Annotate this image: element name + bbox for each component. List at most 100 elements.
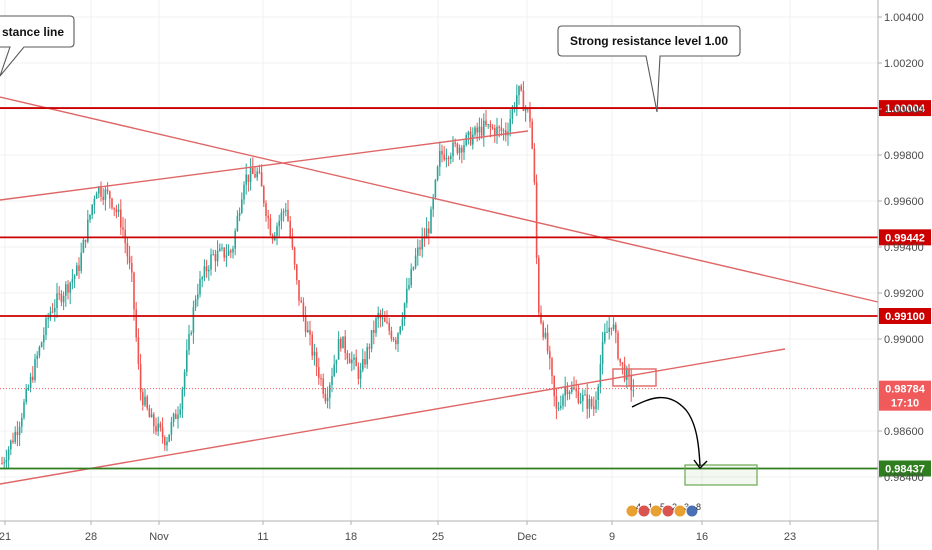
candle-body [311, 334, 313, 356]
candle-body [161, 427, 164, 438]
candle-body [472, 134, 474, 145]
candle-body [300, 300, 302, 303]
candle-body [170, 422, 173, 435]
candle-body [153, 414, 155, 427]
candle-body [172, 413, 175, 423]
forecast-arrow-path [631, 396, 701, 467]
candle-body [113, 207, 115, 210]
candle-body [258, 171, 261, 173]
candle-body [73, 275, 76, 279]
candle-body [51, 311, 54, 313]
time-axis-tick-label: Nov [149, 531, 169, 543]
candle-body [555, 396, 558, 409]
candle-body [98, 187, 100, 194]
annotation-text-resistance: Strong resistance level 1.00 [570, 34, 728, 48]
candle-body [577, 391, 580, 403]
candle-body [494, 128, 496, 136]
descending-resistance-trendline [0, 96, 879, 303]
candle-body [485, 120, 487, 125]
upper-channel-trendline [0, 130, 529, 201]
candle-body [318, 366, 320, 379]
candle-body [144, 396, 146, 406]
price-axis-tick-label: 1.00200 [884, 58, 924, 70]
time-axis-tick-label: 18 [345, 531, 357, 543]
candle-body [58, 293, 60, 295]
candle-body [32, 376, 34, 380]
candle-body [322, 378, 324, 394]
candle-body [304, 315, 307, 332]
annotation-text-trendline: stance line [2, 25, 64, 39]
candle-body [282, 211, 285, 213]
time-axis-tick-label: 16 [696, 531, 708, 543]
candle-body [234, 230, 236, 249]
time-axis-tick-label: 23 [784, 531, 796, 543]
candle-body [139, 363, 142, 393]
event-marker-label: 4 [636, 502, 641, 512]
candle-body [381, 317, 384, 319]
candle-body [604, 332, 606, 342]
event-marker-label: 1 [648, 502, 653, 512]
candle-body [69, 282, 71, 293]
price-axis-tick-label: 0.99600 [884, 196, 924, 208]
candle-body [188, 334, 190, 351]
candle-body [410, 269, 412, 286]
candle-body [588, 399, 591, 409]
candle-body [137, 337, 140, 364]
candle-body [483, 120, 485, 136]
candle-body [538, 257, 540, 313]
candle-body [120, 209, 122, 228]
candle-body [626, 369, 628, 380]
candle-body [18, 426, 21, 436]
candle-body [111, 198, 113, 208]
candle-body [245, 174, 247, 185]
candle-body [201, 277, 203, 280]
candle-body [302, 302, 305, 316]
annotation-callout-trendline [0, 15, 75, 77]
candle-body [516, 95, 518, 108]
candle-body [309, 330, 311, 335]
candle-body [414, 255, 417, 268]
candle-body [181, 389, 184, 410]
candle-body [214, 254, 217, 262]
candle-body [357, 366, 360, 379]
candle-body [335, 359, 338, 365]
candle-body [62, 295, 65, 303]
candle-body [276, 226, 278, 236]
candle-body [520, 85, 522, 91]
candle-body [175, 413, 177, 419]
candle-body [10, 440, 12, 450]
candle-body [126, 243, 129, 257]
candle-body [12, 440, 14, 443]
candle-body [615, 324, 617, 333]
candle-body [208, 269, 210, 272]
candle-body [212, 254, 214, 256]
candle-body [571, 387, 573, 392]
level-price-label-1: 0.99442 [885, 232, 925, 244]
candle-body [80, 252, 82, 271]
candle-body [45, 318, 47, 336]
price-axis-tick-label: 0.98400 [884, 472, 924, 484]
candle-body [419, 247, 421, 250]
candle-body [104, 189, 107, 200]
candle-body [612, 324, 615, 329]
candle-body [511, 107, 514, 120]
candle-body [432, 197, 434, 210]
candle-body [23, 402, 25, 418]
candle-body [313, 351, 316, 356]
candle-body [579, 400, 582, 403]
candle-body [47, 317, 49, 319]
candle-body [458, 147, 461, 154]
horizontal-levels: 1.00004 0.99442 0.99100 0.98437 0.98784 17:10 [0, 100, 931, 477]
time-axis-tick-label: 25 [432, 531, 444, 543]
level-price-tag-0 [879, 100, 931, 117]
candle-body [403, 303, 406, 320]
chart-drawings: stance line Strong resistance level 1.00 4… [0, 15, 758, 518]
candle-body [157, 423, 159, 432]
candle-body [597, 386, 599, 401]
candle-body [351, 359, 353, 364]
event-marker-label: 5 [660, 502, 665, 512]
candle-body [364, 358, 366, 365]
candle-body [3, 462, 5, 464]
candle-body [397, 333, 399, 345]
